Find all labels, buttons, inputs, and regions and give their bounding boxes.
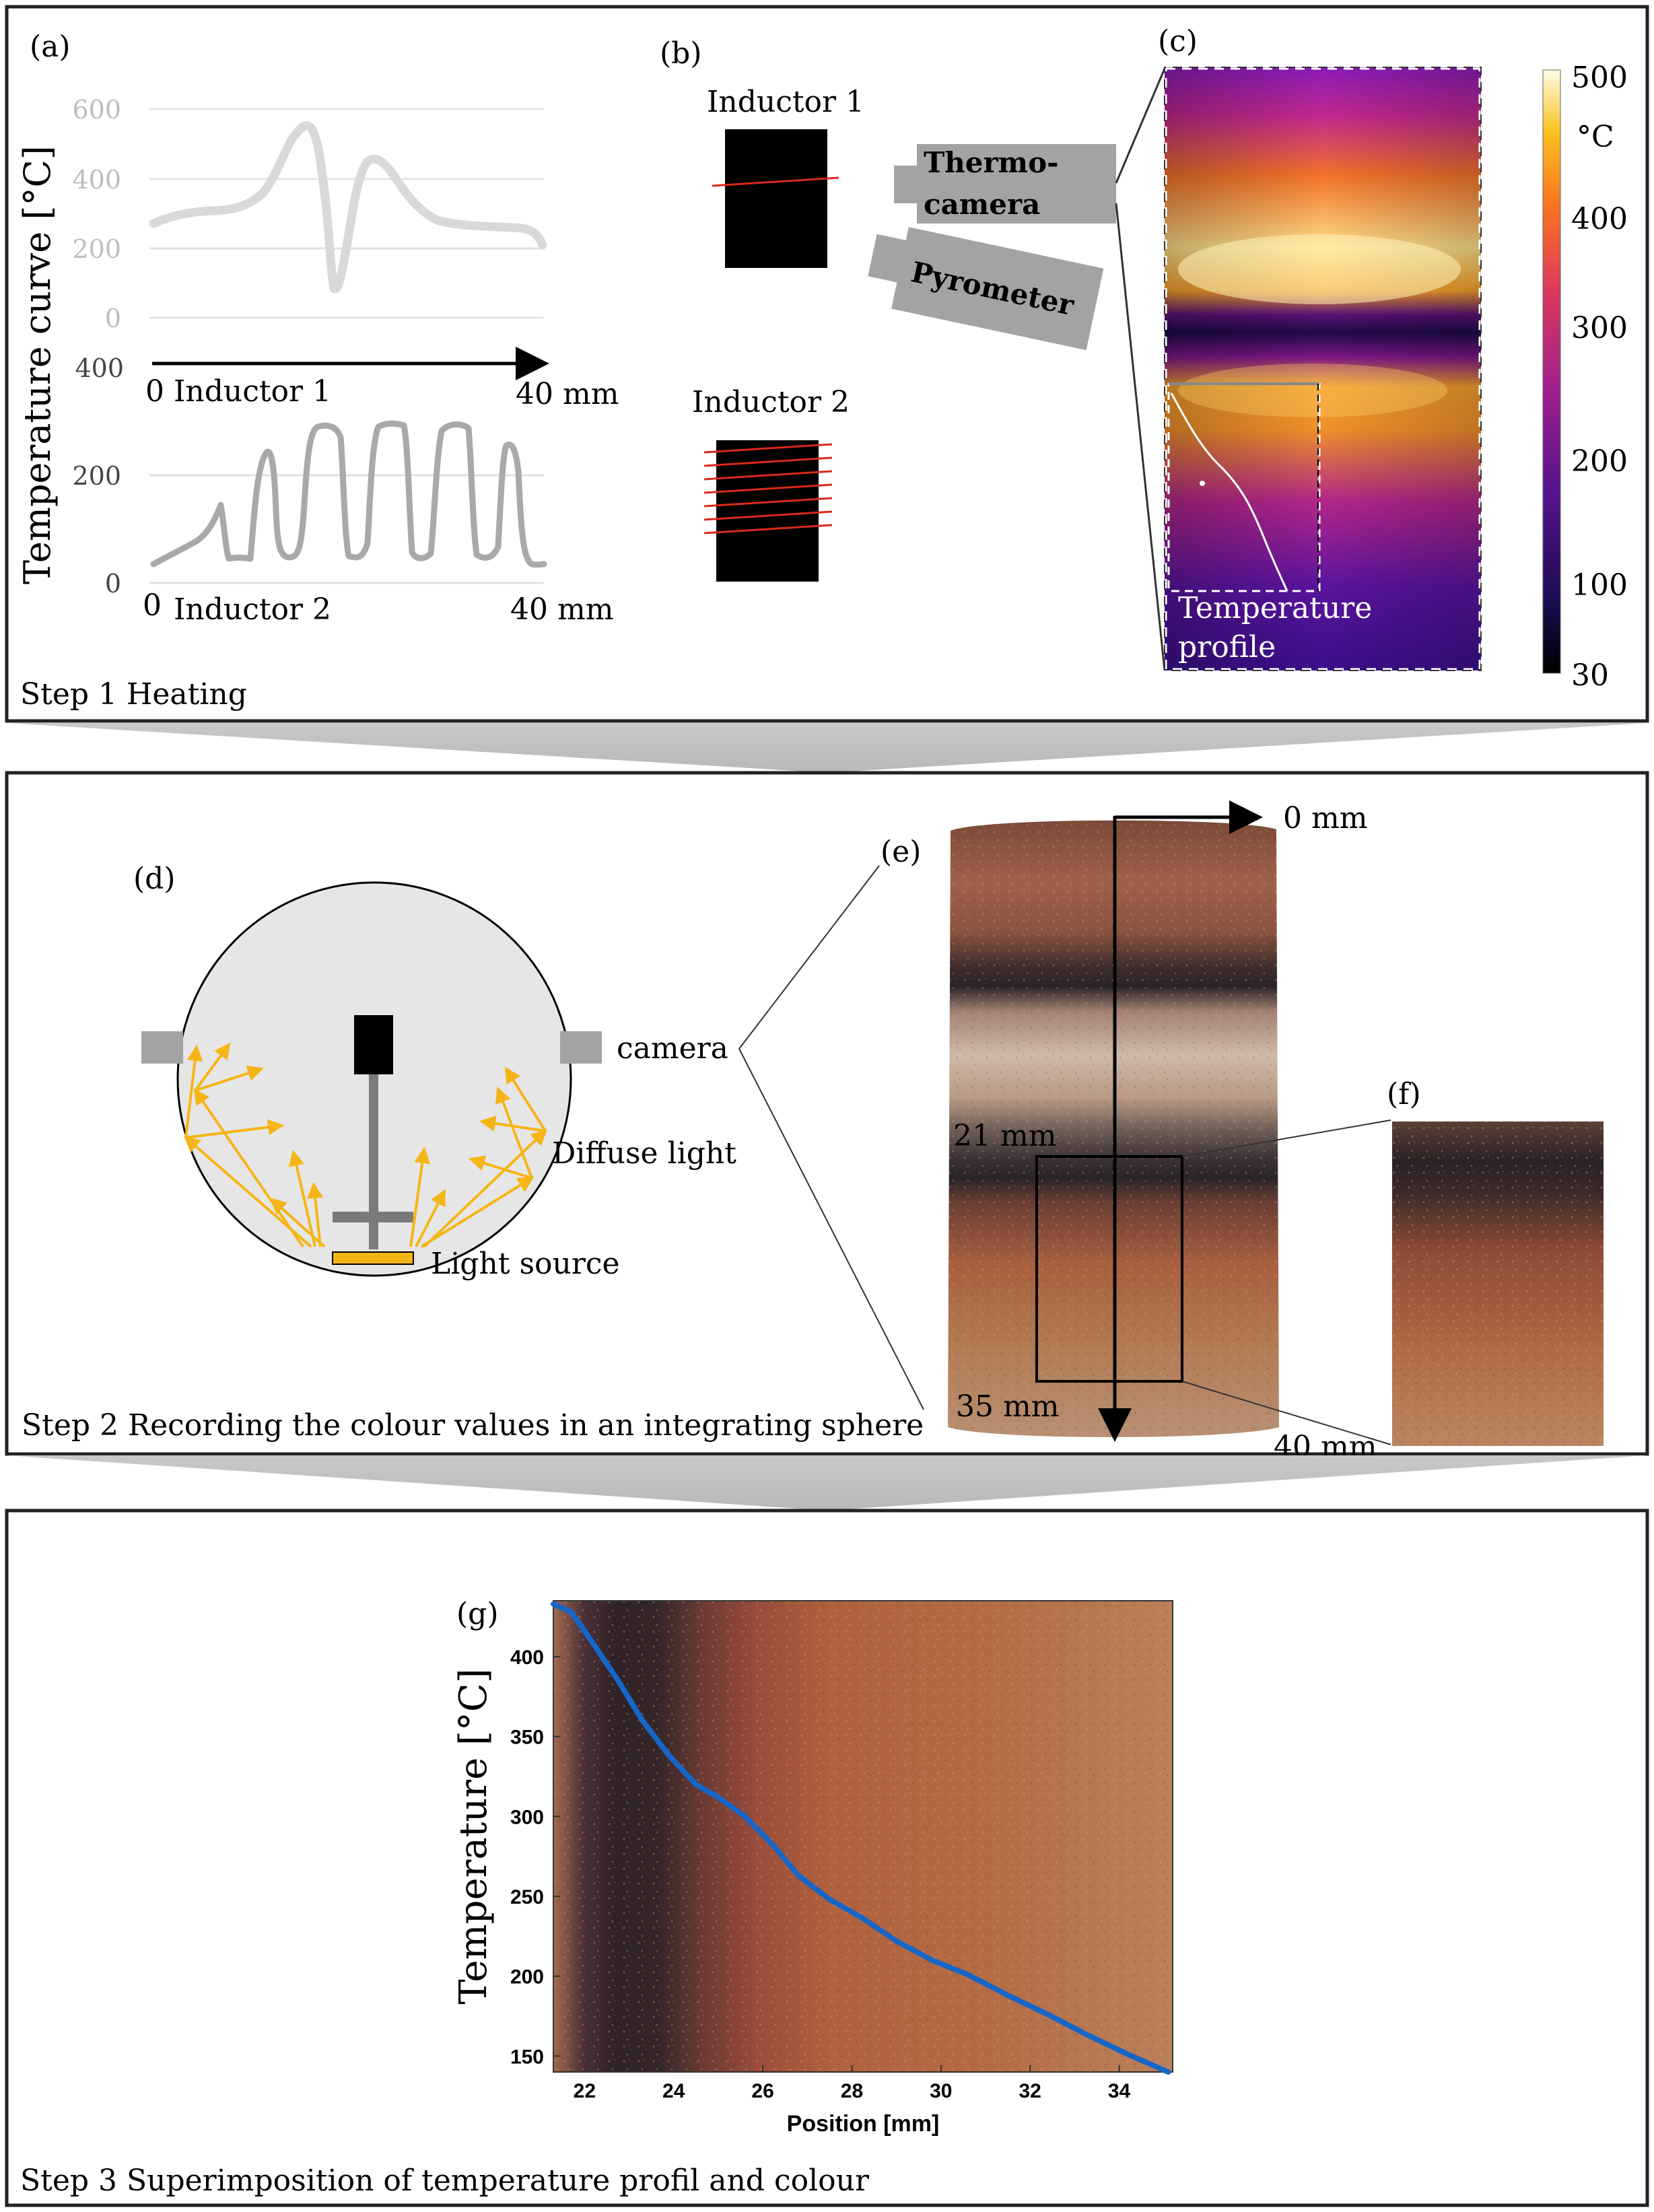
position-35mm-label: 35 mm [956, 1389, 1059, 1424]
inductor2-temperature-curve [150, 420, 547, 568]
panel-a-label: (a) [30, 30, 71, 64]
thermal-image: Temperature profile [1164, 67, 1482, 671]
panel-g-label: (g) [456, 1597, 499, 1631]
panel-e-label: (e) [881, 835, 921, 869]
step-connector [7, 723, 1647, 773]
plot-area [553, 1600, 1173, 2073]
zoom-line [1115, 68, 1166, 184]
zoom-line [1181, 1381, 1391, 1445]
sample-photo [948, 800, 1279, 1442]
x-tick-label: 34 [1108, 2080, 1131, 2102]
camera-port-left [141, 1031, 183, 1064]
x-start-label: 0 [143, 588, 162, 623]
step2-caption: Step 2 Recording the colour values in an… [22, 1408, 924, 1443]
step2-panel: (d) [5, 771, 1649, 1464]
x-start-label: 0 [145, 374, 164, 409]
temperature-series-line [551, 1601, 1171, 2075]
y-tick-label: 400 [510, 1647, 544, 1669]
y-tick-label: 400 [72, 165, 121, 195]
inductor1-label: Inductor 1 [707, 85, 864, 119]
light-source [332, 1251, 414, 1265]
y-tick-label: 0 [105, 304, 121, 333]
x-tick-label: 26 [751, 2080, 773, 2102]
step1-caption: Step 1 Heating [20, 677, 247, 712]
position-0mm-label: 0 mm [1283, 801, 1367, 835]
inductor2-axis-label: Inductor 2 [174, 592, 331, 627]
y-tick-label: 350 [510, 1727, 544, 1749]
pyrometer-device: Pyrometer [868, 227, 1104, 351]
y-tick-label: 200 [72, 234, 121, 264]
temperature-position-chart: 22 24 26 28 30 32 34 150 200 250 300 350 400 Positi… [452, 1600, 1173, 2137]
inductor1-coil [712, 176, 839, 187]
colorbar-tick-label: 500 [1571, 61, 1628, 95]
thermocamera-label-line1: Thermo- [924, 146, 1059, 179]
inductor1-sample [725, 129, 827, 268]
inductor1-temperature-curve [149, 121, 547, 293]
x-end-label: 40 mm [510, 592, 613, 627]
x-end-label: 40 mm [516, 377, 619, 411]
step3-caption: Step 3 Superimposition of temperature pr… [20, 2164, 870, 2198]
y-tick-label: 300 [510, 1806, 544, 1828]
temperature-profile-label-line1: Temperature [1178, 591, 1372, 625]
x-tick-label: 32 [1019, 2080, 1041, 2102]
light-source-label: Light source [431, 1247, 620, 1281]
y-tick-label: 0 [105, 569, 121, 598]
inductor2-coil [703, 443, 833, 534]
detail-photo [1392, 1121, 1604, 1446]
zoom-line [1115, 203, 1166, 671]
thermocamera-device: Thermo- camera [894, 144, 1116, 223]
step3-panel: (g) 22 24 26 28 30 32 34 150 200 250 300 350 400 Po… [5, 1509, 1649, 2207]
y-tick-label: 150 [510, 2046, 544, 2068]
x-tick-label: 30 [930, 2080, 952, 2102]
bottom-inductor-chart: 400 200 0 0 Inductor 2 40 mm [72, 353, 613, 627]
colorbar-tick-label: 100 [1571, 568, 1628, 602]
diffuse-light-label: Diffuse light [552, 1136, 736, 1171]
y-tick-label: 600 [72, 95, 121, 125]
y-axis-label: Temperature [°C] [452, 1668, 495, 2004]
zoom-line [1181, 1119, 1391, 1157]
camera-label: camera [617, 1031, 728, 1066]
temperature-profile-line [1170, 392, 1288, 592]
detail-region [1035, 1155, 1183, 1383]
step1-panel: (a) Temperature curve [°C] 600 400 200 0… [5, 5, 1649, 723]
y-tick-label: 250 [510, 1886, 544, 1908]
y-tick-label: 200 [510, 1966, 544, 1989]
panel-d-label: (d) [133, 862, 176, 896]
temperature-profile-label-line2: profile [1178, 630, 1276, 664]
colorbar-tick-label: 30 [1571, 658, 1609, 693]
diffuse-light-rays [183, 1042, 547, 1248]
panel-a-ylabel: Temperature curve [°C] [16, 145, 59, 584]
panel-c-label: (c) [1158, 24, 1198, 59]
colorbar-unit: °C [1577, 120, 1614, 154]
x-tick-label: 28 [841, 2080, 863, 2102]
panel-b-label: (b) [660, 36, 702, 71]
inductor2-label: Inductor 2 [692, 385, 850, 419]
thermocamera-label-line2: camera [924, 188, 1040, 221]
x-tick-label: 24 [662, 2080, 685, 2102]
colorbar-tick-label: 200 [1571, 444, 1628, 479]
y-tick-label: 200 [72, 461, 121, 491]
zoom-line [738, 865, 880, 1049]
colorbar: 500 °C 400 300 200 100 30 [1542, 61, 1628, 693]
colorbar-tick-label: 300 [1571, 311, 1628, 345]
step-connector [7, 1455, 1647, 1511]
x-axis-label: Position [mm] [787, 2111, 940, 2137]
panel-f-label: (f) [1387, 1077, 1421, 1111]
zoom-line [738, 1048, 924, 1410]
integrating-sphere [141, 881, 602, 1277]
y-tick-label: 400 [75, 353, 124, 383]
position-21mm-label: 21 mm [953, 1119, 1056, 1153]
top-inductor-chart: 600 400 200 0 0 Inductor 1 40 mm [72, 95, 619, 411]
inductor1-axis-label: Inductor 1 [174, 374, 331, 409]
camera-port-right [560, 1031, 602, 1064]
x-tick-label: 22 [574, 2080, 596, 2102]
colorbar-tick-label: 400 [1571, 202, 1628, 236]
sample-holder [354, 1015, 393, 1074]
